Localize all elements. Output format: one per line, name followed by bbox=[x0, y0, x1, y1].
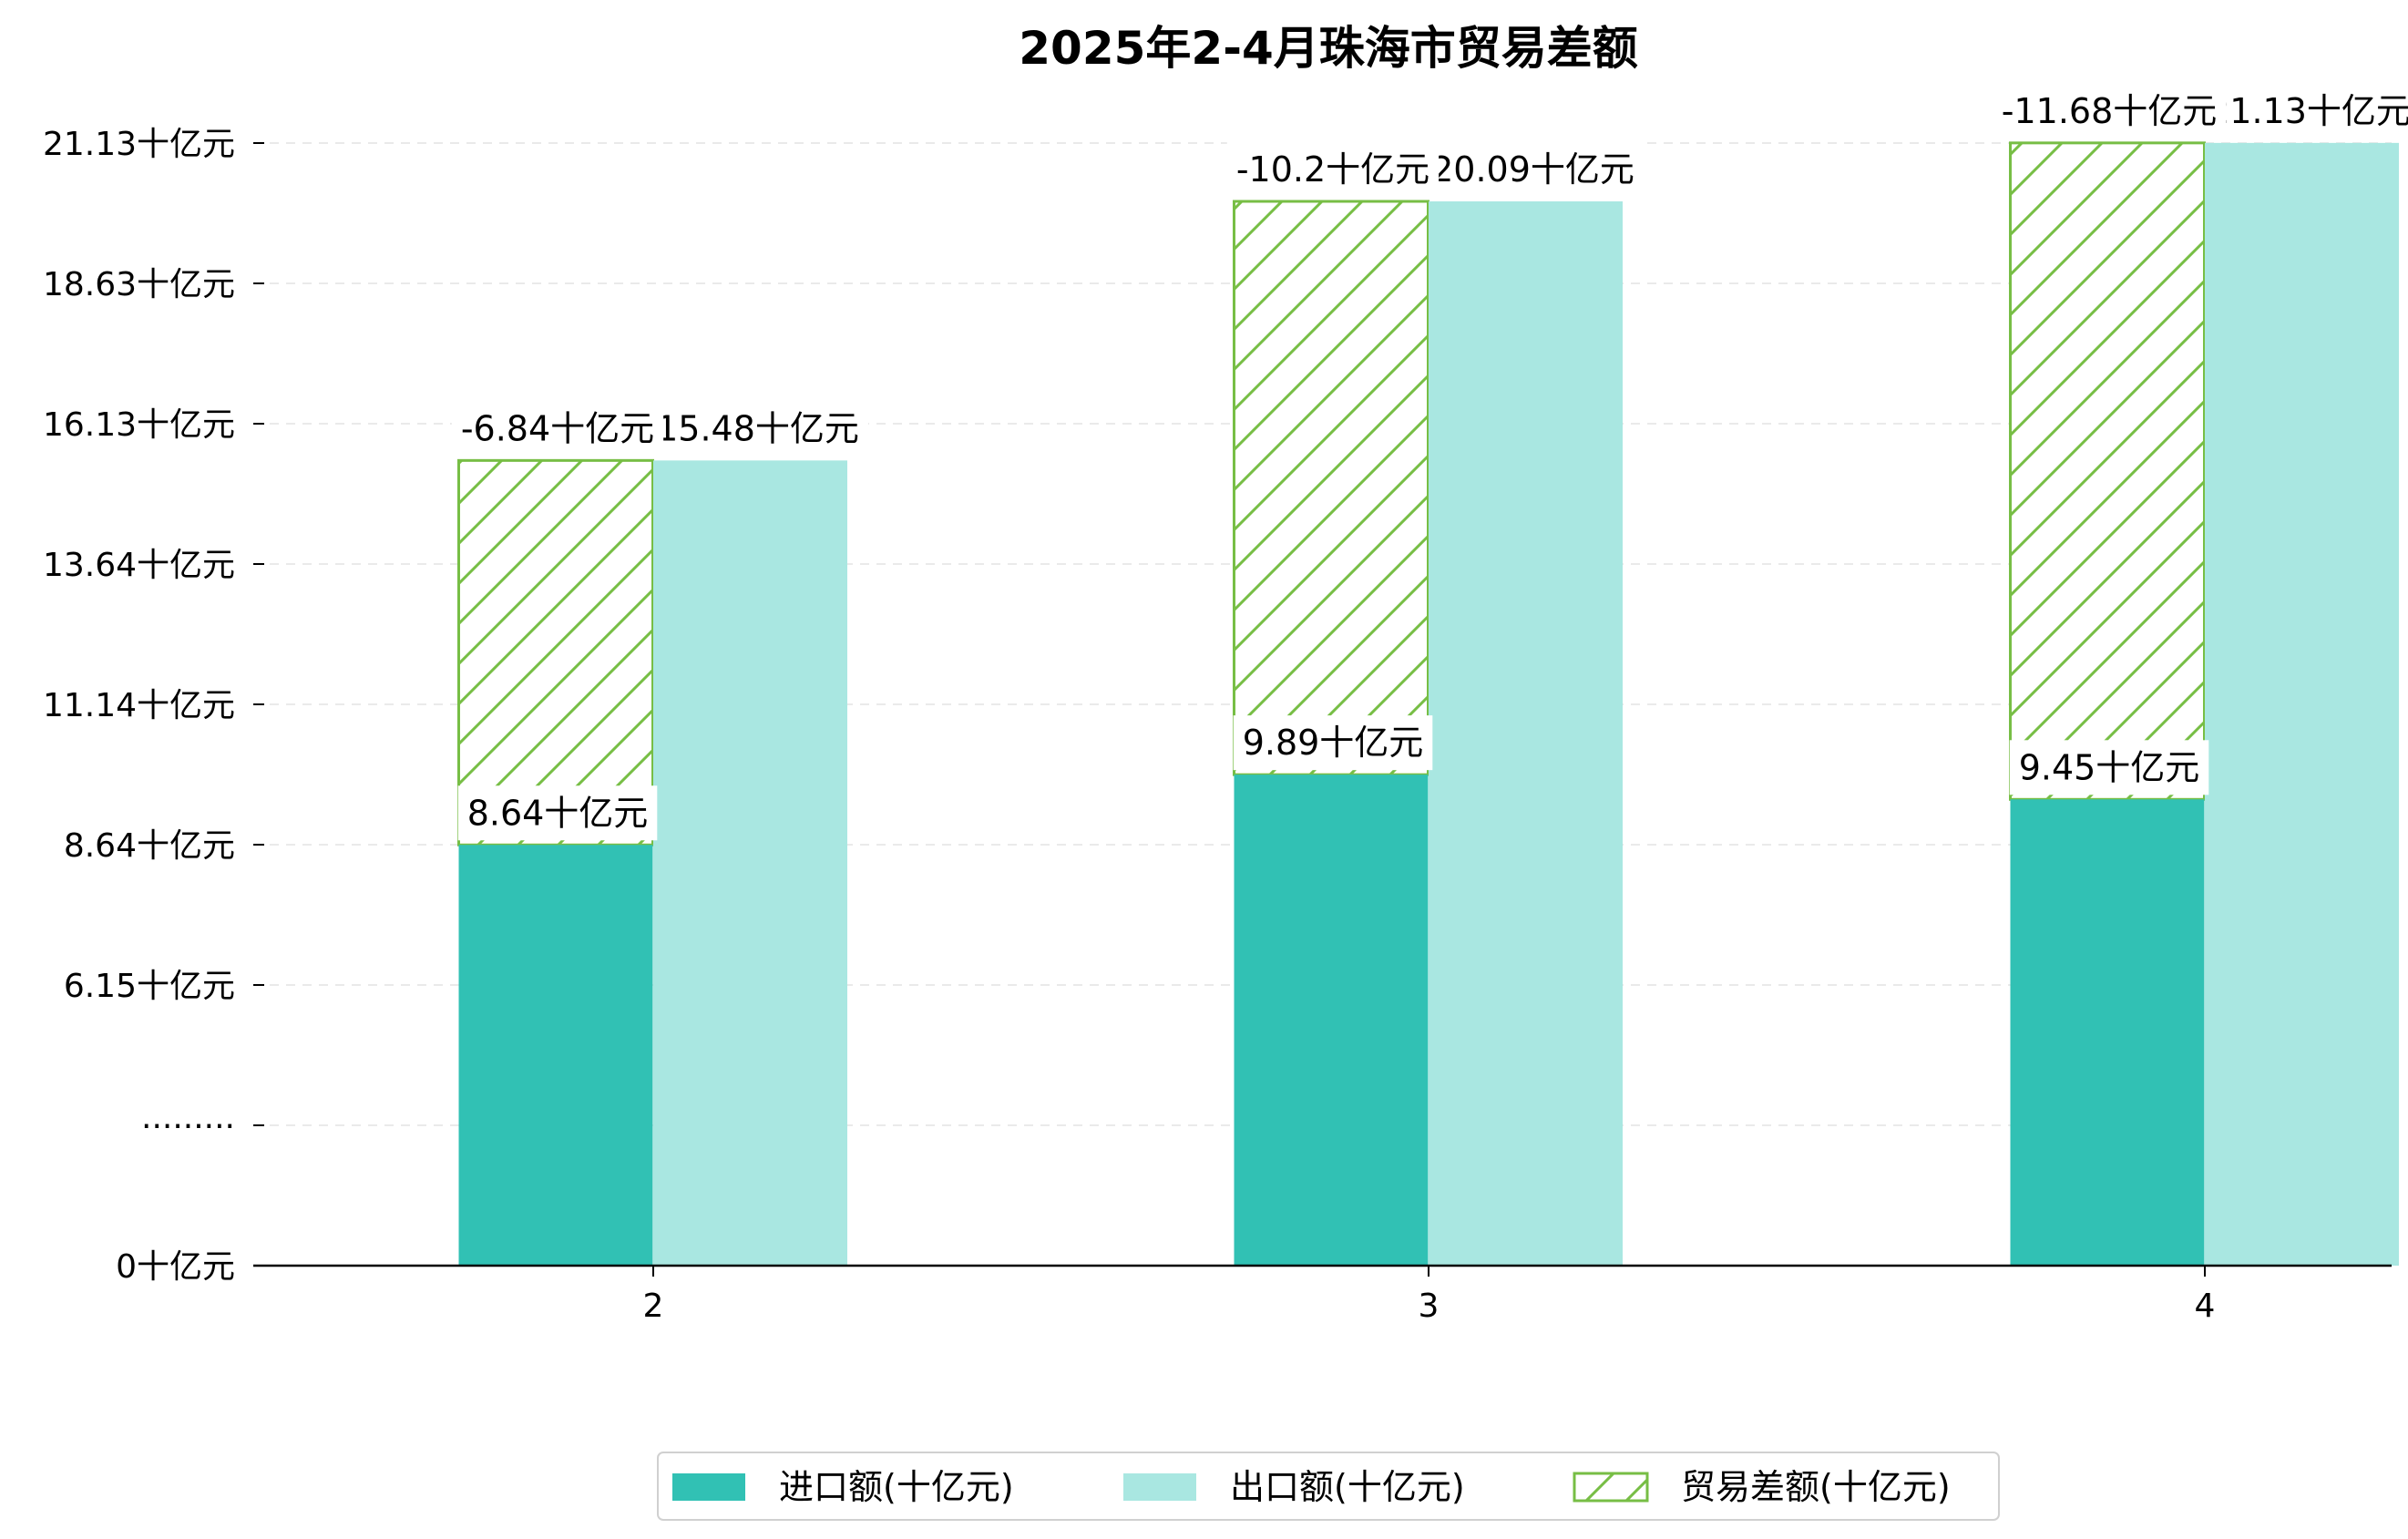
axes: 0十亿元 ········· 6.15十亿元 8.64十亿元 11.14十亿元 13.64… bbox=[43, 126, 2392, 1325]
y-tick-label: ········· bbox=[141, 1108, 235, 1145]
y-tick-label: 11.14十亿元 bbox=[43, 687, 235, 724]
legend-frame bbox=[657, 1452, 2000, 1521]
legend-label: 出口额(十亿元) bbox=[1230, 1467, 1465, 1507]
bar-export bbox=[2205, 142, 2399, 1266]
x-tick-label: 3 bbox=[1419, 1288, 1440, 1325]
bars bbox=[457, 141, 2399, 1266]
y-tick-label: 13.64十亿元 bbox=[43, 547, 235, 584]
legend-label: 贸易差额(十亿元) bbox=[1681, 1467, 1951, 1507]
bar-trade-balance bbox=[2009, 141, 2206, 801]
data-label-bg bbox=[457, 785, 658, 841]
legend: 进口额(十亿元) 出口额(十亿元) 贸易差额(十亿元) bbox=[657, 1452, 2000, 1521]
data-label: 9.45十亿元 bbox=[2019, 747, 2200, 787]
data-label-bg bbox=[2198, 83, 2408, 139]
y-tick-label: 8.64十亿元 bbox=[64, 827, 235, 865]
x-tick-label: 4 bbox=[2195, 1288, 2216, 1325]
legend-swatch bbox=[672, 1473, 745, 1501]
data-label-bg bbox=[451, 401, 664, 457]
data-label-bg bbox=[647, 401, 868, 457]
bar-trade-balance bbox=[457, 458, 654, 846]
y-tick-label: 6.15十亿元 bbox=[64, 968, 235, 1005]
x-tick-label: 2 bbox=[643, 1288, 664, 1325]
data-label: -11.68十亿元 bbox=[2002, 91, 2218, 131]
data-label-bg bbox=[2009, 740, 2209, 795]
legend-label: 进口额(十亿元) bbox=[779, 1467, 1014, 1507]
legend-swatch bbox=[1573, 1472, 1649, 1503]
data-label: 20.09十亿元 bbox=[1431, 149, 1634, 190]
data-label-bg bbox=[1226, 141, 1440, 197]
bar-import bbox=[2010, 799, 2205, 1266]
bar-export bbox=[1429, 200, 1623, 1266]
data-label: 15.48十亿元 bbox=[656, 408, 859, 448]
bar-import bbox=[1234, 775, 1429, 1266]
y-tick-label: 0十亿元 bbox=[116, 1248, 235, 1286]
data-label: 9.89十亿元 bbox=[1243, 723, 1424, 763]
bar-import bbox=[458, 845, 653, 1266]
y-tick-label: 16.13十亿元 bbox=[43, 406, 235, 444]
data-label-bg bbox=[1422, 141, 1644, 197]
data-label-bg bbox=[1233, 715, 1433, 771]
legend-swatch bbox=[1123, 1473, 1196, 1501]
data-label-bg bbox=[1992, 83, 2227, 139]
data-label: 21.13十亿元 bbox=[2208, 91, 2408, 131]
y-tick-label: 21.13十亿元 bbox=[43, 126, 235, 163]
data-labels: 15.48十亿元-6.84十亿元 8.64十亿元 20.09十亿元-10.2十亿元 9… bbox=[451, 83, 2408, 841]
data-label: -6.84十亿元 bbox=[461, 408, 654, 448]
bar-export bbox=[653, 460, 847, 1266]
chart-title: 2025年2-4月珠海市贸易差额 bbox=[1019, 22, 1638, 75]
y-tick-label: 18.63十亿元 bbox=[43, 266, 235, 303]
bar-trade-balance bbox=[1233, 200, 1429, 776]
data-label: -10.2十亿元 bbox=[1236, 149, 1429, 190]
data-label: 8.64十亿元 bbox=[467, 793, 649, 833]
